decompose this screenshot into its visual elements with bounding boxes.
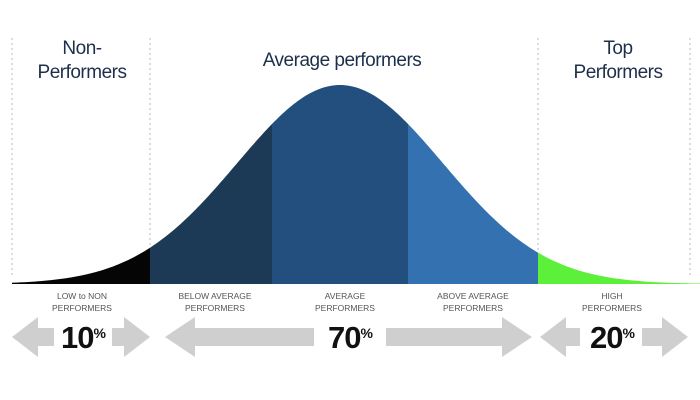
share-value: 20 <box>590 320 622 355</box>
segment-label: ABOVE AVERAGE <box>437 291 509 301</box>
share-value: 10 <box>61 320 93 355</box>
share: 70% <box>328 320 373 355</box>
header-line: Performers <box>574 62 663 83</box>
bell-curve <box>12 85 700 284</box>
header-line: Non- <box>62 38 101 59</box>
segment-label: BELOW AVERAGE <box>178 291 251 301</box>
header-line: Top <box>603 38 632 59</box>
segment-label: AVERAGE <box>325 291 366 301</box>
curve-segment <box>538 252 700 284</box>
segment-label: PERFORMERS <box>443 303 503 313</box>
segment-label: PERFORMERS <box>52 303 112 313</box>
segment-label: HIGH <box>601 291 622 301</box>
share: 20% <box>590 320 635 355</box>
header-line: Average performers <box>263 50 422 71</box>
curve-segment <box>408 123 538 284</box>
curve-segment <box>150 123 272 284</box>
share-value: 70 <box>328 320 360 355</box>
curve-segment <box>12 247 150 284</box>
label-backdrop <box>314 318 386 356</box>
arrows <box>12 317 688 357</box>
share-unit: % <box>361 325 374 341</box>
segment-label: PERFORMERS <box>185 303 245 313</box>
segment-label: PERFORMERS <box>315 303 375 313</box>
curve-segment <box>272 85 408 284</box>
segment-label: LOW to NON <box>57 291 107 301</box>
segment-label: PERFORMERS <box>582 303 642 313</box>
label-backdrop <box>580 318 642 356</box>
share-unit: % <box>94 325 107 341</box>
share-unit: % <box>623 325 636 341</box>
header-line: Performers <box>38 62 127 83</box>
share: 10% <box>61 320 106 355</box>
label-backdrop <box>54 318 112 356</box>
